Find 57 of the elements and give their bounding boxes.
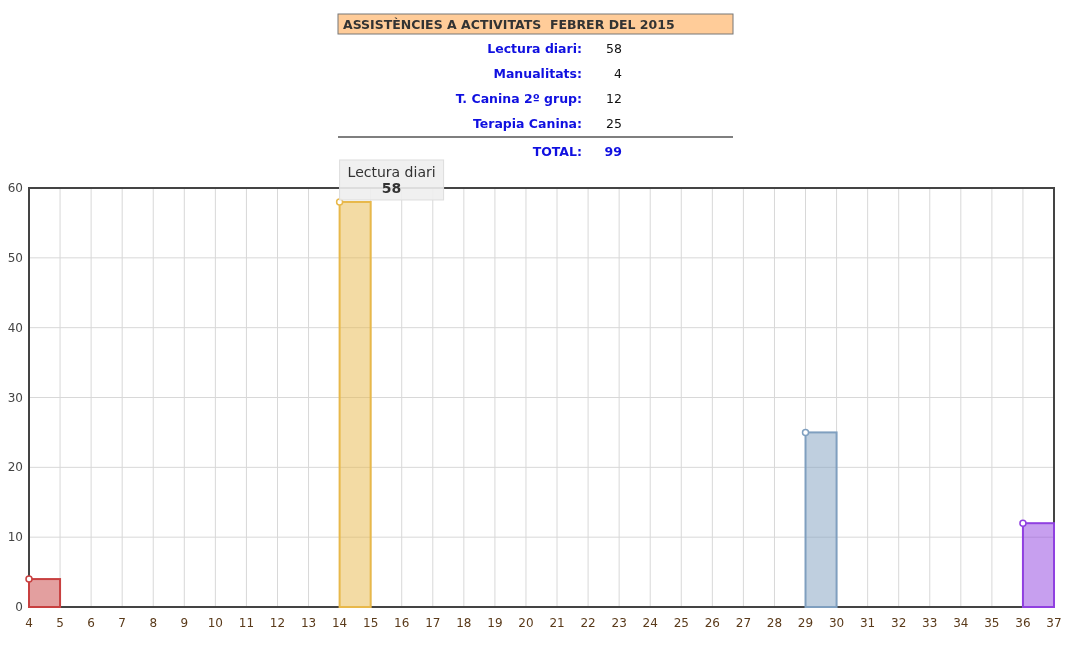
x-tick-label: 14 [331, 616, 348, 630]
x-tick-label: 21 [549, 616, 565, 630]
x-tick-label: 20 [518, 616, 534, 630]
point [801, 428, 810, 437]
x-tick-label: 8 [149, 616, 158, 630]
x-tick-label: 17 [425, 616, 441, 630]
x-tick-label: 11 [238, 616, 255, 630]
x-tick-label: 22 [580, 616, 596, 630]
y-tick-label: 50 [7, 250, 23, 265]
text: 12 [606, 91, 622, 106]
y-tick-label: 40 [7, 320, 23, 335]
x-tick-label: 18 [456, 616, 472, 630]
y-tick-label: 30 [7, 390, 23, 405]
x-tick-label: 27 [735, 616, 752, 630]
x-tick-label: 24 [642, 616, 658, 630]
y-tick-label: 0 [15, 600, 23, 614]
x-tick-label: 19 [487, 616, 503, 630]
x-tick-label: 9 [180, 616, 189, 630]
y-tick-label: 10 [7, 530, 23, 545]
x-tick-label: 6 [87, 616, 95, 630]
x-tick-label: 5 [56, 616, 64, 630]
annotation: 58 [381, 179, 402, 196]
x-tick-label: 16 [394, 616, 410, 630]
text: Lectura diari: [487, 41, 582, 56]
x-tick-label: 12 [269, 616, 286, 630]
annotation: Lectura diari [347, 163, 436, 180]
x-tick-label: 28 [766, 616, 783, 630]
chart-title: ASSISTÈNCIES A ACTIVITATS FEBRER DEL 2015 [343, 17, 675, 32]
x-tick-label: 7 [118, 616, 126, 630]
text: 4 [614, 66, 623, 81]
x-tick-label: 29 [797, 616, 814, 630]
text: Manualitats: [493, 66, 582, 81]
text: Terapia Canina: [472, 116, 582, 131]
x-tick-label: 25 [673, 616, 689, 630]
x-tick-label: 4 [25, 616, 33, 630]
x-tick-label: 30 [828, 616, 845, 630]
x-tick-label: 10 [207, 616, 223, 630]
x-tick-label: 13 [300, 616, 317, 630]
text: TOTAL: [532, 144, 582, 159]
x-tick-label: 35 [984, 616, 1000, 630]
x-tick-label: 26 [704, 616, 720, 630]
text: 58 [606, 41, 623, 56]
point [1019, 519, 1027, 527]
point [25, 575, 33, 583]
x-tick-label: 37 [1046, 616, 1062, 630]
x-tick-label: 15 [363, 616, 379, 630]
x-tick-label: 23 [611, 616, 627, 630]
y-tick-label: 60 [7, 181, 23, 195]
text: 25 [606, 116, 622, 131]
text: 99 [604, 144, 622, 159]
x-tick-label: 31 [860, 616, 876, 630]
x-tick-label: 32 [891, 616, 907, 630]
x-tick-label: 34 [953, 616, 969, 630]
x-tick-label: 36 [1015, 616, 1031, 630]
x-tick-label: 33 [922, 616, 938, 630]
y-tick-label: 20 [7, 460, 23, 475]
text: T. Canina 2º grup: [455, 91, 582, 106]
